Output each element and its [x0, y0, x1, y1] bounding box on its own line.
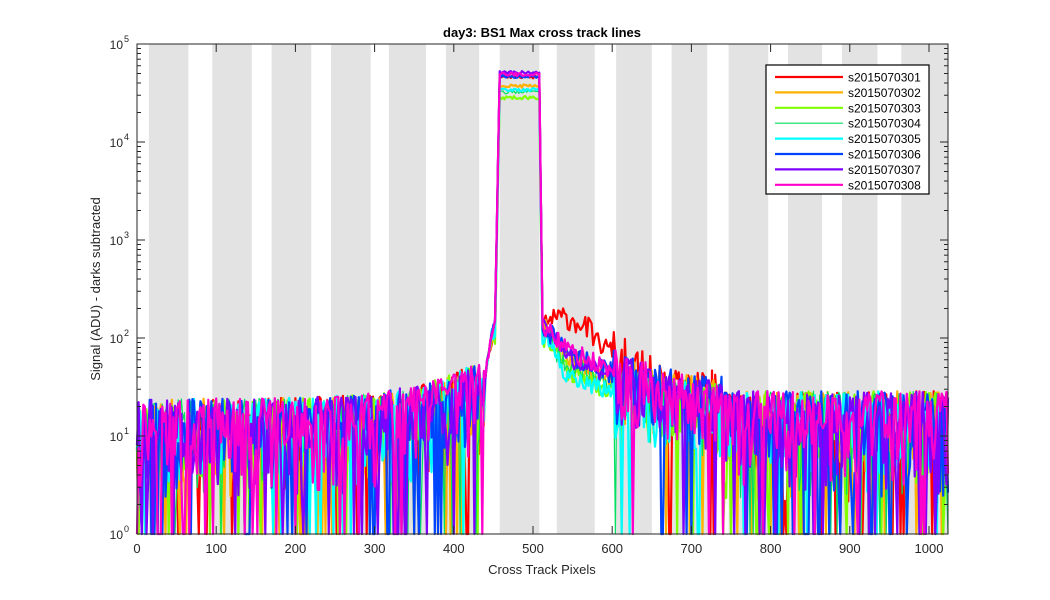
shaded-band	[556, 44, 595, 534]
legend-box	[765, 64, 930, 195]
y-tick-label: 10	[110, 38, 124, 52]
y-tick-exponent: 4	[124, 132, 129, 142]
y-tick-exponent: 1	[124, 426, 129, 436]
y-tick-exponent: 2	[124, 328, 129, 338]
chart-title: day3: BS1 Max cross track lines	[443, 25, 641, 40]
shaded-band	[499, 44, 540, 534]
x-axis-label: Cross Track Pixels	[488, 562, 596, 577]
legend-entry: s2015070308	[848, 178, 921, 192]
y-tick-exponent: 5	[124, 34, 129, 44]
legend-entry: s2015070301	[848, 71, 921, 85]
x-tick-label: 400	[443, 541, 465, 556]
y-tick-label: 10	[110, 332, 124, 346]
y-tick-exponent: 3	[124, 230, 129, 240]
x-tick-label: 700	[681, 541, 703, 556]
legend-entry: s2015070305	[848, 132, 921, 146]
x-tick-label: 500	[522, 541, 544, 556]
x-tick-label: 600	[601, 541, 623, 556]
series-lines	[135, 70, 950, 536]
x-tick-label: 300	[364, 541, 386, 556]
y-tick-exponent: 0	[124, 524, 129, 534]
legend-entry: s2015070307	[848, 163, 921, 177]
legend-entry: s2015070303	[848, 101, 921, 115]
x-tick-label: 800	[760, 541, 782, 556]
series-line-s2015070308	[135, 71, 950, 536]
x-axis-ticks: 0 100 200 300 400 500 600 700 800 900 1000	[133, 44, 943, 556]
x-tick-label: 1000	[915, 541, 944, 556]
x-tick-label: 100	[205, 541, 227, 556]
plot-frame	[136, 43, 949, 535]
y-axis-label: Signal (ADU) - darks subtracted	[88, 197, 103, 381]
y-tick-label: 10	[110, 528, 124, 542]
x-tick-label: 900	[839, 541, 861, 556]
legend-entry: s2015070306	[848, 148, 921, 162]
x-tick-label: 0	[133, 541, 140, 556]
y-tick-label: 10	[110, 136, 124, 150]
legend-entry: s2015070304	[848, 117, 921, 131]
legend-entry: s2015070302	[848, 86, 921, 100]
x-tick-label: 200	[285, 541, 307, 556]
y-tick-label: 10	[110, 430, 124, 444]
y-tick-label: 10	[110, 234, 124, 248]
